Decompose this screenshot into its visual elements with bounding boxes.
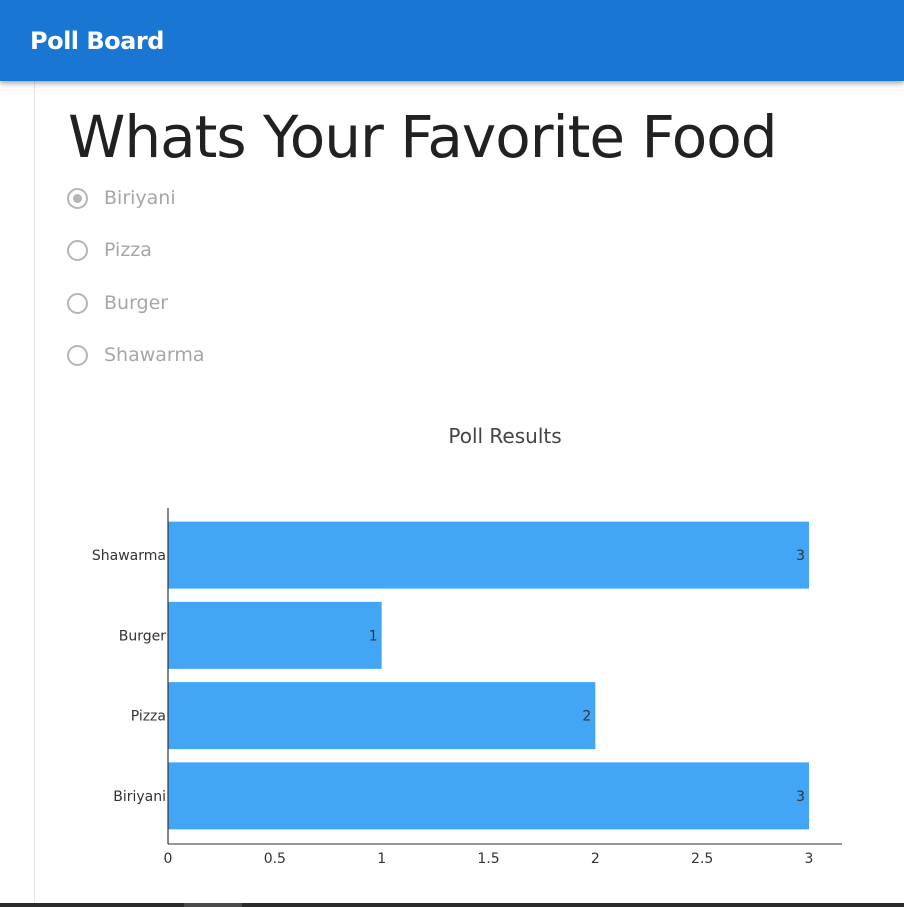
scrollbar-thumb[interactable] [184,903,242,907]
bar-burger [168,601,382,669]
option-burger[interactable]: Burger [67,290,168,316]
y-tick-label: Pizza [131,709,166,725]
x-tick-label: 0.5 [264,851,286,867]
x-tick-label: 3 [805,851,814,867]
app-bar: Poll Board [0,0,904,81]
radio-button[interactable] [67,239,88,261]
option-biriyani[interactable]: Biriyani [67,185,176,211]
radio-button[interactable] [67,344,88,366]
y-tick-label: Shawarma [92,548,166,564]
option-label: Biriyani [104,187,176,209]
option-pizza[interactable]: Pizza [67,237,152,263]
data-label: 1 [369,628,378,644]
data-label: 3 [796,548,805,564]
bar-chart: Poll Results Biriyani 3 Pizza 2 Burger 1 Shawa… [92,424,842,867]
chart-title: Poll Results [448,424,561,448]
radio-button[interactable] [67,292,88,314]
x-tick-label: 1 [377,851,386,867]
option-shawarma[interactable]: Shawarma [67,342,205,368]
bar-shawarma [168,521,809,589]
y-tick-label: Burger [119,628,166,644]
x-tick-label: 2 [591,851,600,867]
poll-question: Whats Your Favorite Food [68,103,778,171]
option-label: Burger [104,292,169,314]
scrollbar[interactable] [0,903,904,907]
bar-pizza [168,682,596,750]
x-tick-label: 0 [164,851,173,867]
option-label: Shawarma [104,344,205,366]
x-tick-label: 2.5 [691,851,713,867]
data-label: 2 [582,709,591,725]
option-label: Pizza [104,239,152,261]
y-tick-label: Biriyani [113,789,166,805]
content-divider [34,81,35,903]
app-title: Poll Board [30,27,164,55]
data-label: 3 [796,789,805,805]
poll-results-chart: Poll Results Biriyani 3 Pizza 2 Burger 1 Shawa… [0,400,904,900]
bar-biriyani [168,762,809,830]
radio-button[interactable] [67,187,88,209]
x-tick-label: 1.5 [477,851,499,867]
